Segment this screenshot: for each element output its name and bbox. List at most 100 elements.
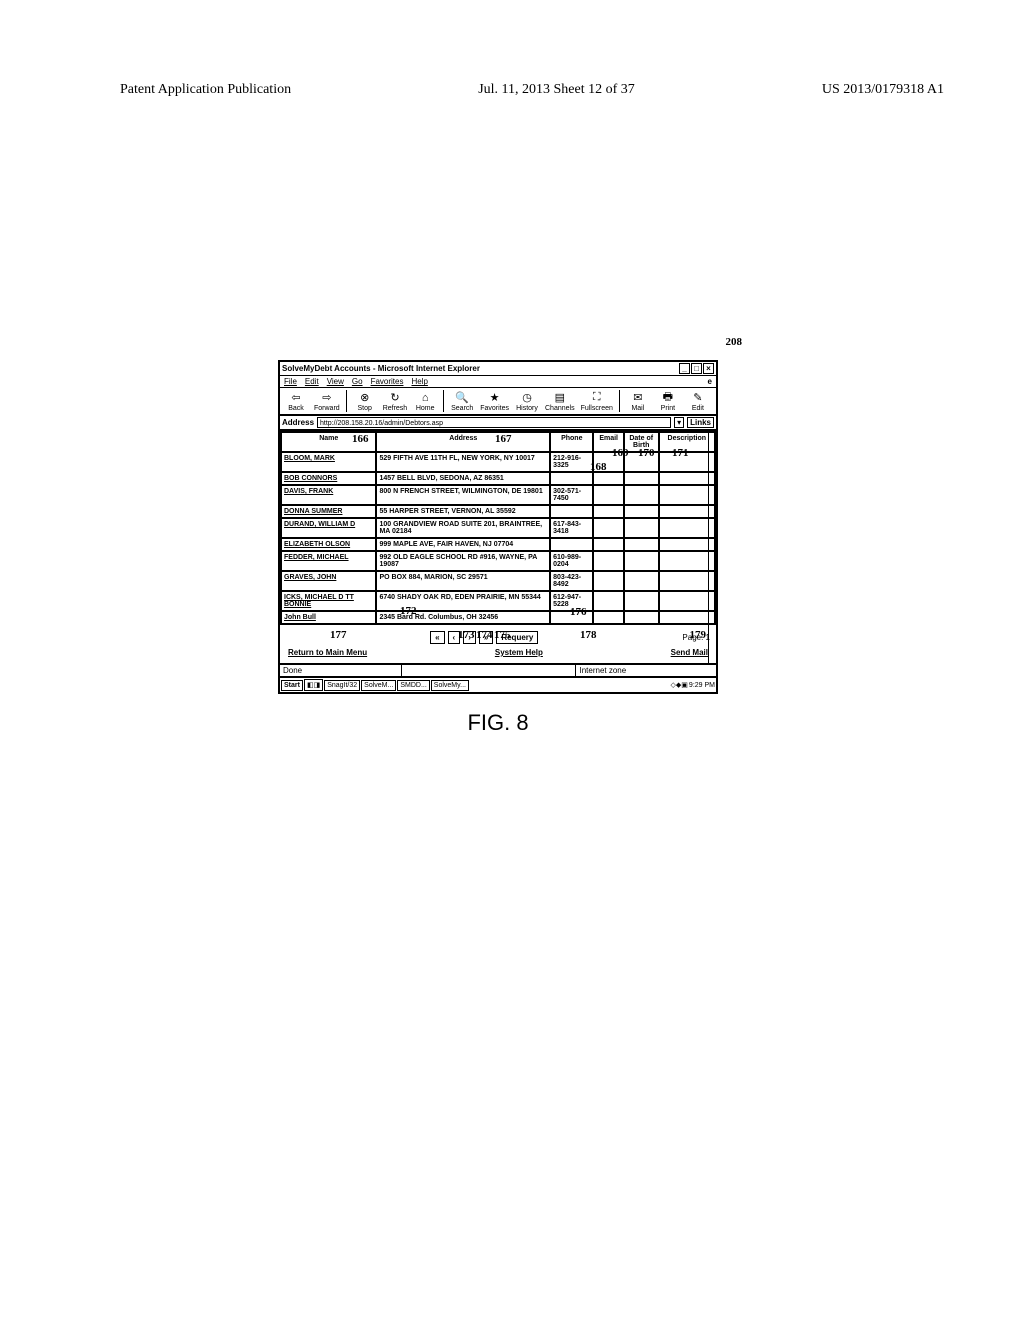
refresh-icon: ↻ (388, 391, 402, 405)
edit-button[interactable]: ✎Edit (686, 391, 710, 412)
table-row: DONNA SUMMER55 HARPER STREET, VERNON, AL… (281, 505, 715, 518)
table-row: GRAVES, JOHNPO BOX 884, MARION, SC 29571… (281, 571, 715, 591)
ref-168: 168 (590, 461, 607, 473)
taskbar-item[interactable]: SolveM... (361, 680, 396, 691)
tray-icons: ◇◆▣ (671, 681, 688, 689)
cell-phone (550, 538, 593, 551)
ref-172: 172 (400, 605, 417, 617)
print-button[interactable]: 🖶Print (656, 391, 680, 412)
taskbar-item[interactable]: SMDD... (397, 680, 429, 691)
cell-desc (659, 571, 715, 591)
status-bar: Done Internet zone (280, 663, 716, 676)
name-link[interactable]: John Bull (281, 611, 376, 624)
menu-file[interactable]: File (284, 377, 297, 386)
name-link[interactable]: DURAND, WILLIAM D (281, 518, 376, 538)
ref-176: 176 (570, 606, 587, 618)
cell-desc (659, 611, 715, 624)
header-center: Jul. 11, 2013 Sheet 12 of 37 (478, 82, 635, 98)
ref-208: 208 (726, 336, 743, 348)
taskbar-item[interactable]: SolveMy... (431, 680, 469, 691)
ref-170: 170 (638, 447, 655, 459)
channels-button[interactable]: ▤Channels (545, 391, 575, 412)
cell-address: 800 N FRENCH STREET, WILMINGTON, DE 1980… (376, 485, 550, 505)
name-link[interactable]: ELIZABETH OLSON (281, 538, 376, 551)
cell-dob (624, 571, 659, 591)
status-zone: Internet zone (576, 665, 716, 676)
first-page-button[interactable]: « (430, 631, 444, 644)
table-row: DAVIS, FRANK800 N FRENCH STREET, WILMING… (281, 485, 715, 505)
table-row: FEDDER, MICHAEL992 OLD EAGLE SCHOOL RD #… (281, 551, 715, 571)
cell-dob (624, 611, 659, 624)
send-mail-link[interactable]: Send Mail (671, 648, 708, 657)
mail-button[interactable]: ✉Mail (626, 391, 650, 412)
cell-email (593, 485, 623, 505)
search-button[interactable]: 🔍Search (450, 391, 474, 412)
forward-button[interactable]: ⇨Forward (314, 391, 340, 412)
content-area: 166 167 168 169 170 171 Name Address Pho… (280, 431, 716, 663)
back-button[interactable]: ⇦Back (284, 391, 308, 412)
home-icon: ⌂ (418, 391, 432, 405)
cell-dob (624, 518, 659, 538)
cell-desc (659, 591, 715, 611)
name-link[interactable]: FEDDER, MICHAEL (281, 551, 376, 571)
cell-email (593, 538, 623, 551)
toolbar-groups: ⇦Back ⇨Forward ⊗Stop ↻Refresh ⌂Home 🔍Sea… (284, 390, 710, 412)
table-row: ICKS, MICHAEL D TT BONNIE6740 SHADY OAK … (281, 591, 715, 611)
name-link[interactable]: DAVIS, FRANK (281, 485, 376, 505)
name-link[interactable]: DONNA SUMMER (281, 505, 376, 518)
return-main-menu-link[interactable]: Return to Main Menu (288, 648, 367, 657)
menu-go[interactable]: Go (352, 377, 363, 386)
cell-dob (624, 551, 659, 571)
name-link[interactable]: GRAVES, JOHN (281, 571, 376, 591)
vertical-scrollbar[interactable] (708, 431, 716, 663)
address-input[interactable]: http://208.158.20.16/admin/Debtors.asp (317, 417, 671, 428)
home-button[interactable]: ⌂Home (413, 391, 437, 412)
start-button[interactable]: Start (281, 680, 303, 691)
cell-address: 529 FIFTH AVE 11TH FL, NEW YORK, NY 1001… (376, 452, 550, 472)
fullscreen-button[interactable]: ⛶Fullscreen (581, 391, 613, 412)
links-button[interactable]: Links (687, 417, 714, 428)
mail-icon: ✉ (631, 391, 645, 405)
favorites-button[interactable]: ★Favorites (480, 391, 509, 412)
cell-address: 992 OLD EAGLE SCHOOL RD #916, WAYNE, PA … (376, 551, 550, 571)
back-arrow-icon: ⇦ (289, 391, 303, 405)
quick-launch-icon[interactable]: ◧◨ (304, 679, 323, 691)
fullscreen-icon: ⛶ (590, 391, 604, 405)
history-button[interactable]: ◷History (515, 391, 539, 412)
nav-links-row: Return to Main Menu System Help Send Mai… (280, 646, 716, 663)
browser-window: SolveMyDebt Accounts - Microsoft Interne… (278, 360, 718, 694)
name-link[interactable]: BOB CONNORS (281, 472, 376, 485)
window-controls: _ □ × (679, 363, 714, 374)
menu-view[interactable]: View (327, 377, 344, 386)
menu-favorites[interactable]: Favorites (371, 377, 404, 386)
cell-desc (659, 538, 715, 551)
table-row: BOB CONNORS1457 BELL BLVD, SEDONA, AZ 86… (281, 472, 715, 485)
go-button[interactable]: ▾ (674, 417, 684, 428)
cell-email (593, 505, 623, 518)
cell-email (593, 472, 623, 485)
system-help-link[interactable]: System Help (495, 648, 543, 657)
name-link[interactable]: ICKS, MICHAEL D TT BONNIE (281, 591, 376, 611)
cell-address: PO BOX 884, MARION, SC 29571 (376, 571, 550, 591)
table-row: ELIZABETH OLSON999 MAPLE AVE, FAIR HAVEN… (281, 538, 715, 551)
close-button[interactable]: × (703, 363, 714, 374)
menu-help[interactable]: Help (411, 377, 427, 386)
refresh-button[interactable]: ↻Refresh (383, 391, 408, 412)
ref-178: 178 (580, 629, 597, 641)
minimize-button[interactable]: _ (679, 363, 690, 374)
maximize-button[interactable]: □ (691, 363, 702, 374)
cell-dob (624, 591, 659, 611)
ref-167: 167 (495, 433, 512, 445)
name-link[interactable]: BLOOM, MARK (281, 452, 376, 472)
clock: 9:29 PM (689, 682, 715, 689)
col-address: Address (376, 432, 550, 452)
taskbar-item[interactable]: SnagIt/32 (324, 680, 360, 691)
cell-dob (624, 538, 659, 551)
system-tray: ◇◆▣ 9:29 PM (671, 681, 715, 689)
cell-desc (659, 472, 715, 485)
stop-button[interactable]: ⊗Stop (353, 391, 377, 412)
ref-166: 166 (352, 433, 369, 445)
menu-edit[interactable]: Edit (305, 377, 319, 386)
cell-email (593, 571, 623, 591)
cell-phone: 610-989-0204 (550, 551, 593, 571)
